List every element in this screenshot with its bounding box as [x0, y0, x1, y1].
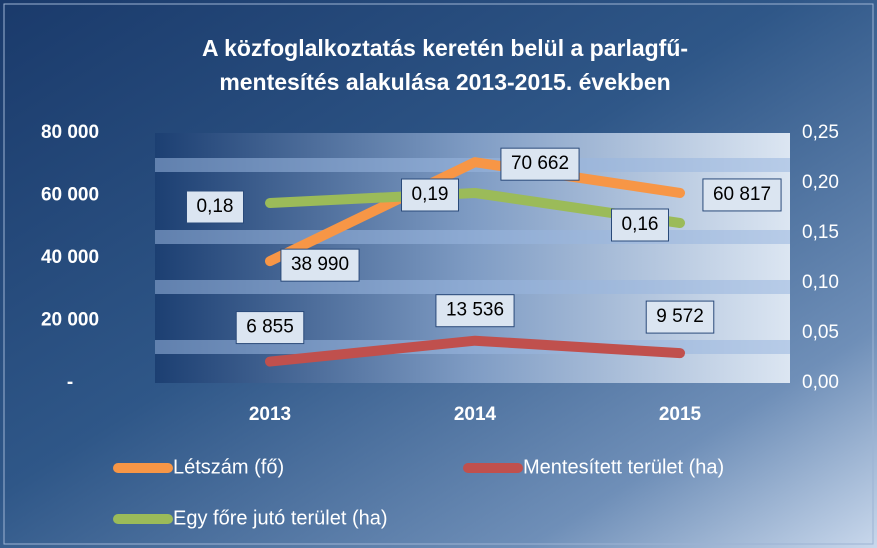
data-label: 0,19 [401, 178, 459, 212]
data-label-text: 0,19 [412, 184, 449, 205]
legend-label: Létszám (fő) [173, 456, 284, 478]
data-label-text: 0,16 [622, 214, 659, 235]
data-label-box [702, 178, 782, 212]
data-label-box [611, 208, 669, 242]
data-label-box [280, 248, 360, 282]
data-label: 0,18 [186, 190, 244, 224]
data-label-box [186, 190, 244, 224]
data-label-box [435, 294, 515, 328]
series-line [265, 157, 685, 267]
data-label: 38 990 [280, 248, 360, 282]
y2-tick-label: 0,20 [802, 172, 839, 193]
data-label-text: 13 536 [446, 300, 504, 321]
data-label: 60 817 [702, 178, 782, 212]
data-label: 70 662 [500, 147, 580, 181]
y2-tick-label: 0,05 [802, 322, 839, 343]
data-label: 6 855 [235, 311, 305, 345]
frame [3, 3, 874, 545]
data-label-text: 38 990 [291, 254, 349, 275]
legend-label: Egy főre jutó terület (ha) [173, 507, 388, 529]
y-tick-label: - [67, 372, 73, 393]
data-label-box [500, 147, 580, 181]
x-tick-label: 2015 [659, 404, 702, 425]
chart-title: mentesítés alakulása 2013-2015. években [219, 69, 670, 95]
data-label-box [235, 311, 305, 345]
data-label: 13 536 [435, 294, 515, 328]
y-tick-label: 40 000 [41, 247, 99, 268]
y-tick-label: 20 000 [41, 310, 99, 331]
y2-tick-label: 0,25 [802, 122, 839, 143]
x-tick-label: 2013 [249, 404, 291, 425]
data-label-text: 6 855 [246, 317, 294, 338]
x-tick-label: 2014 [454, 404, 497, 425]
data-label-box [645, 300, 715, 334]
y2-tick-label: 0,10 [802, 272, 839, 293]
data-label-box [401, 178, 459, 212]
series-line [265, 335, 685, 367]
y-tick-label: 80 000 [41, 122, 99, 143]
data-label-text: 0,18 [197, 196, 234, 217]
data-label: 0,16 [611, 208, 669, 242]
data-label-text: 70 662 [511, 153, 569, 174]
y2-tick-label: 0,15 [802, 222, 839, 243]
data-label-text: 60 817 [713, 184, 771, 205]
data-label: 9 572 [645, 300, 715, 334]
chart-title: A közfoglalkoztatás keretén belül a parl… [202, 35, 688, 61]
data-label-text: 9 572 [656, 306, 704, 327]
y-tick-label: 60 000 [41, 185, 99, 206]
legend-label: Mentesített terület (ha) [523, 456, 724, 478]
y2-tick-label: 0,00 [802, 372, 839, 393]
